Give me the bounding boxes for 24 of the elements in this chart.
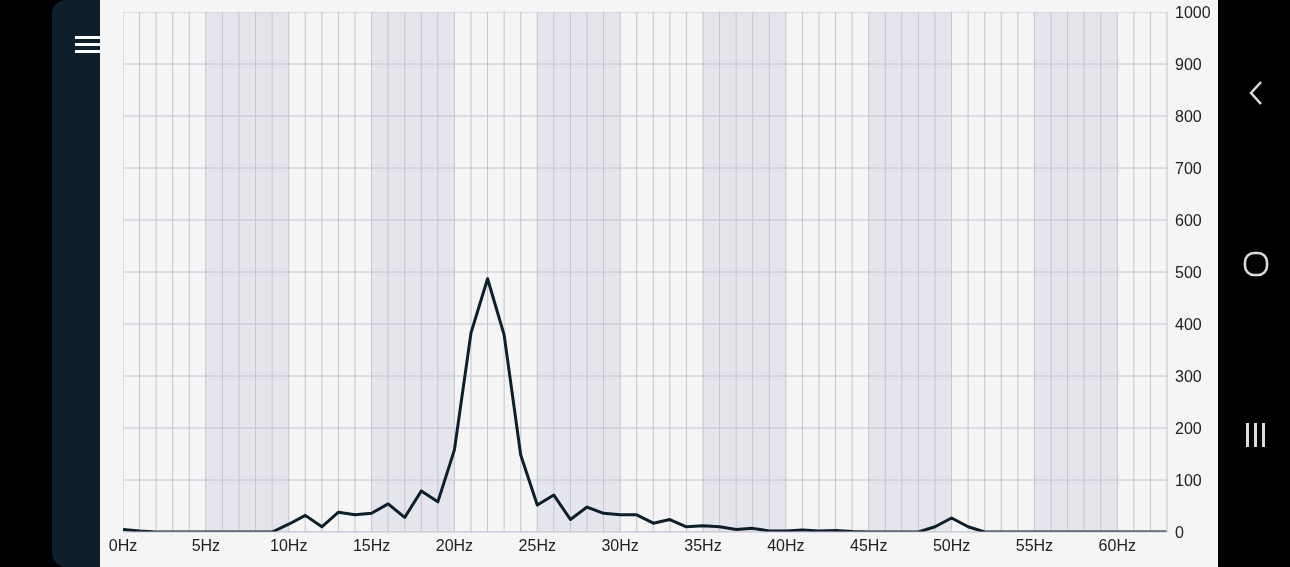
x-tick-label: 10Hz [270, 537, 308, 555]
x-tick-label: 15Hz [352, 537, 391, 555]
x-tick-label: 40Hz [767, 537, 805, 555]
y-tick-label: 700 [1175, 159, 1202, 177]
y-tick-label: 900 [1175, 55, 1202, 73]
y-tick-label: 300 [1175, 367, 1202, 385]
x-tick-label: 30Hz [601, 537, 639, 555]
x-tick-label: 0Hz [108, 537, 138, 555]
y-tick-label: 100 [1175, 471, 1202, 489]
y-tick-label: 200 [1175, 419, 1202, 437]
y-tick-label: 400 [1175, 315, 1202, 333]
x-tick-label: 55Hz [1015, 537, 1054, 555]
x-tick-label: 35Hz [684, 537, 722, 555]
y-tick-label: 800 [1175, 107, 1202, 125]
x-tick-label: 5Hz [191, 537, 221, 555]
y-tick-label: 0 [1175, 523, 1184, 541]
x-tick-label: 50Hz [932, 537, 971, 555]
y-tick-label: 500 [1175, 263, 1202, 281]
x-tick-label: 25Hz [518, 537, 556, 555]
y-tick-label: 600 [1175, 211, 1202, 229]
x-tick-label: 60Hz [1098, 537, 1136, 555]
x-tick-label: 20Hz [435, 537, 474, 555]
y-tick-label: 1000 [1175, 3, 1211, 21]
x-tick-label: 45Hz [850, 537, 888, 555]
